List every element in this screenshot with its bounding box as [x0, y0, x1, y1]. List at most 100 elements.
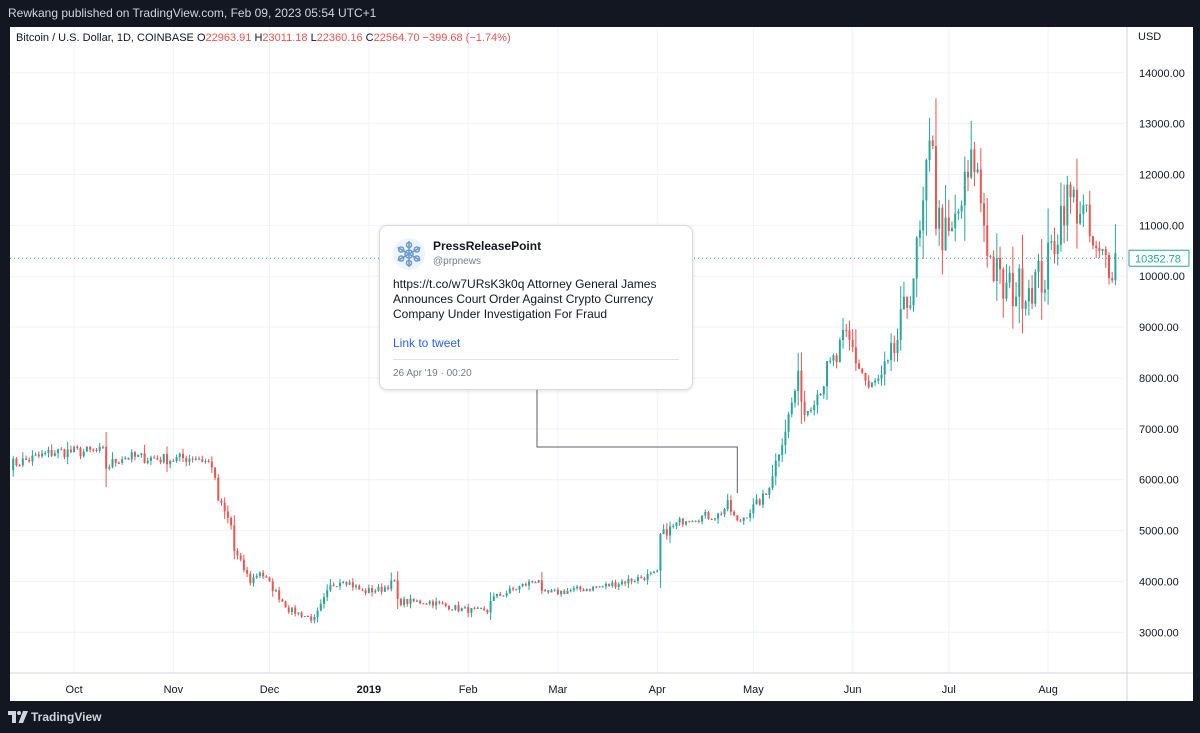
candle — [262, 570, 265, 580]
candle — [1079, 201, 1082, 226]
candle — [739, 519, 742, 523]
candle — [579, 585, 582, 592]
candle — [858, 359, 861, 370]
candle — [688, 520, 691, 523]
candle — [1024, 299, 1027, 316]
axes: 3000.00 4000.00 5000.00 6000.00 7000.00 8000.… — [10, 27, 1193, 701]
candle — [198, 456, 201, 461]
candle — [544, 588, 547, 592]
candle — [406, 598, 409, 607]
candle — [486, 609, 489, 615]
candle — [1037, 253, 1040, 288]
candle — [934, 98, 937, 236]
candle — [214, 467, 217, 481]
candle — [742, 517, 745, 525]
candle — [553, 588, 556, 592]
link-to-tweet[interactable]: Link to tweet — [393, 336, 461, 350]
candle — [47, 446, 50, 458]
candle — [893, 335, 896, 362]
candle — [822, 386, 825, 399]
candle — [409, 594, 412, 609]
candle — [842, 318, 845, 349]
candle — [976, 162, 979, 174]
candle — [633, 579, 636, 583]
candle — [582, 588, 585, 592]
candle — [531, 580, 534, 584]
candle — [624, 580, 627, 587]
candle — [342, 580, 345, 584]
candle — [50, 444, 53, 458]
candle — [60, 447, 63, 451]
candle — [92, 448, 95, 453]
candle — [781, 438, 784, 463]
candle — [528, 579, 531, 591]
candle — [255, 573, 258, 579]
candle — [592, 586, 595, 592]
candle — [166, 446, 168, 472]
candle — [278, 586, 281, 603]
candle — [236, 548, 239, 560]
candle — [957, 208, 960, 221]
candle — [66, 441, 69, 465]
candle — [649, 571, 652, 576]
candle — [614, 579, 617, 589]
tradingview-logo-icon — [8, 711, 28, 723]
candle — [896, 328, 899, 362]
candle — [556, 587, 559, 596]
low-label: L — [310, 32, 317, 44]
candle — [25, 455, 28, 460]
candle — [246, 566, 249, 578]
candle — [797, 352, 800, 406]
candle — [403, 596, 406, 608]
candle — [851, 329, 854, 353]
candle — [454, 604, 457, 611]
x-tick-label: Jul — [942, 684, 956, 696]
chart-canvas[interactable]: 3000.00 4000.00 5000.00 6000.00 7000.00 8000.… — [10, 27, 1193, 701]
candle — [79, 446, 82, 460]
candle — [69, 445, 72, 454]
candle — [114, 458, 117, 467]
candle — [182, 448, 185, 462]
candle — [419, 599, 422, 605]
candle — [912, 278, 915, 312]
candle — [1002, 267, 1005, 318]
candle — [566, 587, 569, 594]
candle — [1043, 279, 1046, 302]
candle — [560, 590, 563, 597]
x-tick-label: Dec — [260, 684, 280, 696]
candle — [489, 592, 492, 620]
candle — [1059, 182, 1062, 252]
candle — [864, 372, 867, 386]
y-tick-label: 10000.00 — [1139, 271, 1185, 283]
candle — [983, 192, 986, 242]
candle — [979, 148, 982, 213]
snowflake-avatar-icon — [393, 238, 425, 270]
candle — [524, 582, 527, 587]
candle — [415, 599, 418, 603]
x-tick-label: Apr — [649, 684, 666, 696]
candle — [793, 389, 796, 408]
candle — [242, 554, 245, 573]
candle — [886, 359, 889, 365]
candle — [1082, 194, 1085, 227]
candle — [329, 579, 332, 593]
candle — [428, 599, 431, 606]
x-tick-label: May — [743, 684, 764, 696]
candle — [601, 585, 604, 588]
candle — [954, 194, 957, 242]
annotation-line — [536, 389, 738, 493]
candle — [310, 613, 313, 623]
y-tick-label: 6000.00 — [1139, 475, 1179, 487]
symbol-name: Bitcoin / U.S. Dollar, 1D, COINBASE — [16, 32, 194, 44]
candle — [226, 505, 229, 524]
candle — [1056, 234, 1059, 266]
candle — [470, 607, 473, 618]
candle — [297, 612, 300, 616]
candle — [239, 553, 242, 562]
candle — [598, 586, 601, 588]
candle — [188, 454, 191, 466]
candle — [127, 457, 130, 460]
chart-panel[interactable]: 3000.00 4000.00 5000.00 6000.00 7000.00 8000.… — [10, 27, 1193, 701]
candle — [902, 281, 905, 310]
candle — [697, 519, 700, 524]
